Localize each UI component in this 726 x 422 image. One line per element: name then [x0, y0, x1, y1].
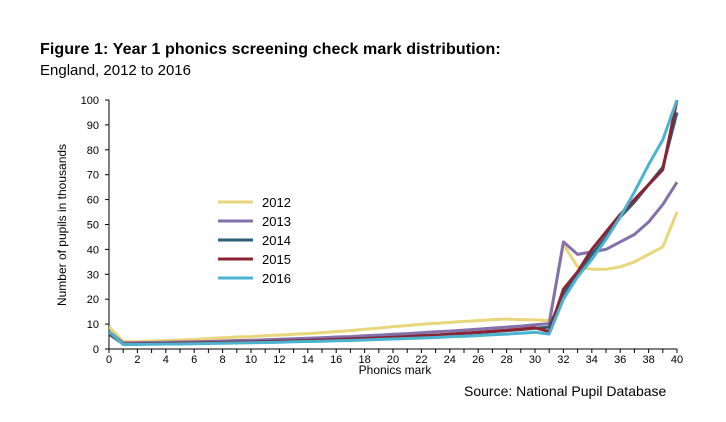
x-tick-label: 38: [642, 354, 654, 366]
x-tick-label: 8: [220, 354, 226, 366]
legend-label-2014: 2014: [262, 233, 291, 248]
series-line-2016: [109, 100, 679, 346]
chart-title: Figure 1: Year 1 phonics screening check…: [40, 41, 501, 58]
x-tick-label: 22: [415, 354, 427, 366]
x-tick-label: 36: [614, 354, 626, 366]
x-tick-label: 16: [330, 354, 342, 366]
y-tick-label: 10: [87, 319, 99, 331]
series-line-2012: [109, 211, 679, 343]
x-tick-label: 34: [586, 354, 598, 366]
y-tick-label: 100: [81, 95, 99, 107]
y-tick-label: 70: [87, 170, 99, 182]
y-tick-label: 50: [87, 220, 99, 232]
legend-label-2013: 2013: [262, 214, 291, 229]
x-tick-label: 4: [163, 354, 169, 366]
x-tick-label: 0: [106, 354, 112, 366]
legend-label-2016: 2016: [262, 271, 291, 286]
y-tick-label: 80: [87, 145, 99, 157]
x-tick-label: 24: [444, 354, 456, 366]
x-tick-label: 12: [273, 354, 285, 366]
x-tick-label: 6: [191, 354, 197, 366]
x-tick-label: 18: [358, 354, 370, 366]
legend-label-2012: 2012: [262, 195, 291, 210]
series-line-2015: [109, 100, 679, 346]
x-tick-label: 32: [557, 354, 569, 366]
y-tick-label: 90: [87, 120, 99, 132]
x-tick-label: 26: [472, 354, 484, 366]
y-tick-label: 0: [93, 344, 99, 356]
x-tick-label: 20: [387, 354, 399, 366]
series-line-2013: [109, 181, 679, 345]
x-tick-label: 30: [529, 354, 541, 366]
legend: 2012 2013 2014 2015 2016: [218, 195, 291, 286]
chart-subtitle: England, 2012 to 2016: [40, 62, 191, 79]
y-tick-label: 30: [87, 269, 99, 281]
x-tick-label: 2: [134, 354, 140, 366]
y-axis-label: Number of pupils in thousands: [55, 144, 69, 306]
y-tick-label: 60: [87, 195, 99, 207]
source-note: Source: National Pupil Database: [464, 383, 667, 399]
x-axis-label: Phonics mark: [359, 363, 433, 377]
y-tick-label: 20: [87, 294, 99, 306]
series-line-2014: [109, 112, 679, 346]
x-tick-label: 10: [245, 354, 257, 366]
series-layer: [109, 100, 679, 346]
x-tick-label: 28: [500, 354, 512, 366]
legend-label-2015: 2015: [262, 252, 291, 267]
x-tick-label: 40: [671, 354, 683, 366]
x-tick-label: 14: [302, 354, 314, 366]
y-tick-label: 40: [87, 244, 99, 256]
